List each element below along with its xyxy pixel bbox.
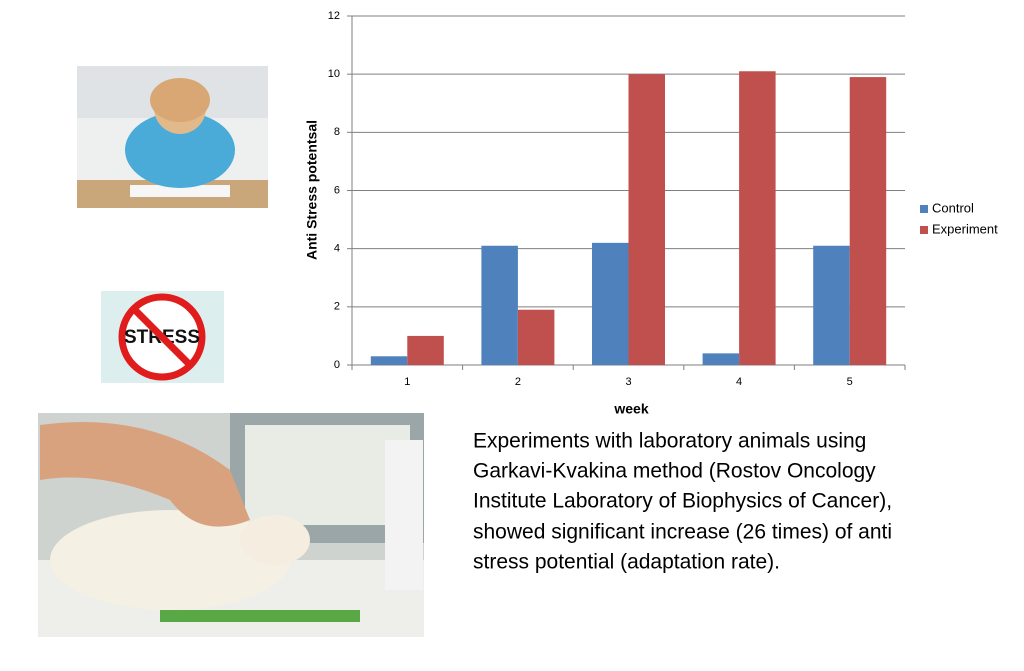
x-axis-label: week xyxy=(613,401,648,417)
legend-label: Control xyxy=(932,200,974,215)
bar xyxy=(407,335,444,365)
bar xyxy=(813,245,850,365)
caption-line: showed significant increase (26 times) o… xyxy=(473,521,892,544)
caption-line: stress potential (adaptation rate). xyxy=(473,551,780,574)
bar xyxy=(481,245,518,365)
x-tick-label: 1 xyxy=(404,376,410,388)
x-tick-label: 2 xyxy=(515,376,521,388)
bar xyxy=(517,309,555,365)
bar xyxy=(628,74,665,366)
y-tick-label: 10 xyxy=(328,68,340,80)
y-tick-label: 6 xyxy=(334,184,340,196)
caption-line: Institute Laboratory of Biophysics of Ca… xyxy=(473,490,892,513)
legend-label: Experiment xyxy=(932,221,998,236)
y-tick-label: 4 xyxy=(334,243,340,255)
bar xyxy=(849,77,887,365)
y-axis-label: Anti Stress potentsal xyxy=(304,120,320,260)
rat-photo xyxy=(38,413,424,637)
x-tick-label: 5 xyxy=(847,376,853,388)
girl-photo xyxy=(77,66,268,208)
x-tick-label: 4 xyxy=(736,376,742,388)
bar xyxy=(702,353,740,365)
bar xyxy=(739,71,776,365)
y-tick-label: 2 xyxy=(334,301,340,313)
y-tick-label: 12 xyxy=(328,10,340,22)
x-tick-label: 3 xyxy=(625,376,631,388)
legend-swatch xyxy=(920,226,928,234)
stress-sign: STRESS xyxy=(101,291,224,383)
y-tick-label: 0 xyxy=(334,359,340,371)
bar xyxy=(592,242,629,365)
legend-swatch xyxy=(920,205,928,213)
caption-line: Garkavi-Kvakina method (Rostov Oncology xyxy=(473,460,876,483)
bar xyxy=(370,356,408,365)
caption-line: Experiments with laboratory animals usin… xyxy=(473,430,866,453)
y-tick-label: 8 xyxy=(334,126,340,138)
